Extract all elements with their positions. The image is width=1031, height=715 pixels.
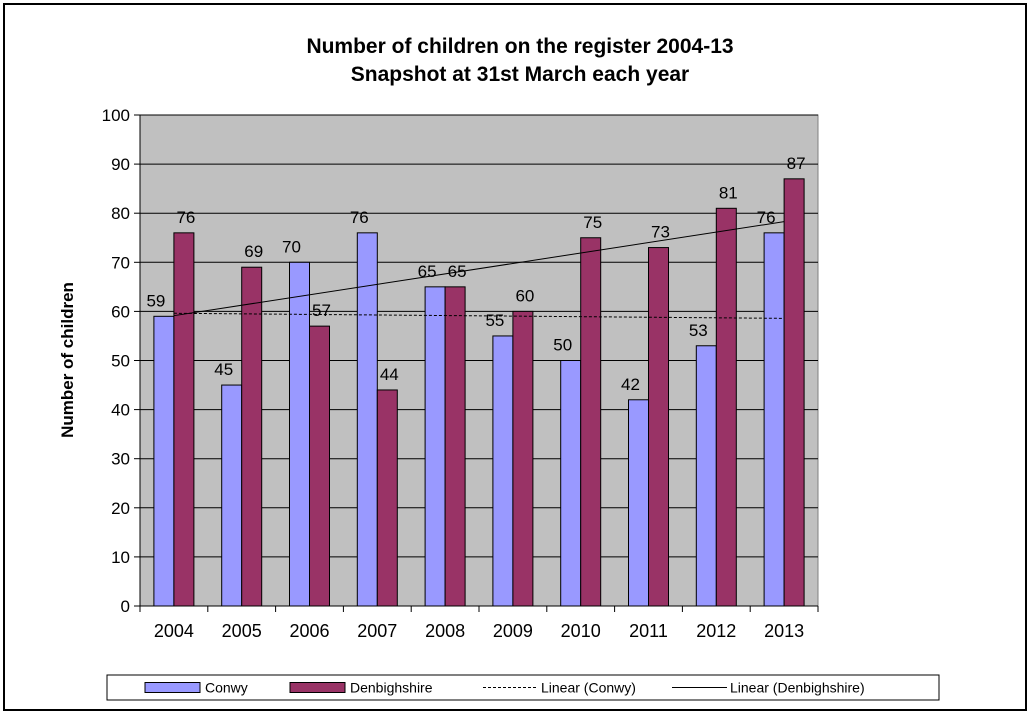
y-tick-label: 60 [111, 302, 130, 321]
data-label-denbighshire: 60 [515, 286, 534, 305]
x-tick-label: 2005 [222, 621, 262, 641]
data-label-denbighshire: 57 [312, 301, 331, 320]
data-label-denbighshire: 81 [719, 183, 738, 202]
y-tick-label: 100 [102, 106, 130, 125]
bar-conwy-2008 [424, 286, 446, 607]
data-label-denbighshire: 44 [380, 365, 399, 384]
bar-denbighshire-2006 [309, 325, 330, 607]
legend-label: Denbighshire [350, 680, 433, 696]
y-axis-label: Number of children [58, 282, 77, 438]
bar-conwy-2010 [560, 360, 582, 607]
bar-denbighshire-2009 [512, 310, 534, 607]
legend-swatch-conwy [144, 682, 201, 693]
x-tick-label: 2011 [629, 621, 668, 641]
legend-swatch-denbighshire [289, 682, 346, 693]
y-tick-label: 40 [111, 401, 130, 420]
chart-title: Number of children on the register 2004-… [306, 35, 733, 58]
data-label-conwy: 70 [282, 237, 301, 256]
data-label-denbighshire: 65 [448, 262, 467, 281]
data-label-conwy: 53 [689, 321, 708, 340]
bar-conwy-2011 [628, 399, 649, 607]
data-label-conwy: 45 [214, 360, 233, 379]
y-tick-label: 0 [121, 597, 130, 616]
y-tick-label: 30 [111, 450, 130, 469]
x-tick-label: 2008 [425, 621, 465, 641]
x-tick-label: 2010 [561, 621, 601, 641]
data-label-conwy: 55 [485, 311, 504, 330]
chart-subtitle: Snapshot at 31st March each year [351, 63, 689, 86]
bar-conwy-2009 [492, 335, 514, 607]
bar-conwy-2012 [695, 345, 717, 607]
bar-conwy-2005 [221, 384, 243, 607]
y-tick-label: 80 [111, 204, 130, 223]
data-label-conwy: 50 [553, 336, 572, 355]
x-tick-label: 2009 [493, 621, 533, 641]
x-tick-label: 2012 [696, 621, 736, 641]
data-label-denbighshire: 73 [651, 223, 670, 242]
y-tick-label: 50 [111, 352, 130, 371]
plot-area: 0 10 20 30 40 50 60 70 80 90 100 2004 2005 2006 2007 20… [102, 106, 819, 641]
bar-denbighshire-2005 [241, 266, 263, 607]
data-label-conwy: 76 [350, 208, 369, 227]
trendline-conwy [173, 312, 785, 319]
bar-denbighshire-2010 [580, 237, 602, 607]
y-tick-label: 10 [111, 548, 130, 567]
bar-denbighshire-2011 [648, 247, 669, 607]
legend-label: Linear (Conwy) [541, 680, 636, 696]
data-label-denbighshire: 76 [176, 208, 195, 227]
bar-denbighshire-2008 [444, 286, 466, 607]
data-label-conwy: 76 [757, 208, 776, 227]
bar-denbighshire-2013 [783, 178, 805, 607]
legend-label: Linear (Denbighshire) [730, 680, 865, 696]
bar-denbighshire-2004 [173, 232, 195, 607]
y-tick-label: 90 [111, 155, 130, 174]
bar-conwy-2007 [356, 232, 378, 607]
x-tick-label: 2013 [764, 621, 804, 641]
data-label-conwy: 42 [621, 375, 640, 394]
bar-denbighshire-2007 [376, 389, 398, 607]
x-tick-label: 2006 [289, 621, 329, 641]
legend-label: Conwy [205, 680, 248, 696]
data-label-conwy: 59 [146, 291, 165, 310]
legend: Conwy Denbighshire Linear (Conwy) Linear (D… [106, 674, 940, 701]
x-tick-label: 2004 [154, 621, 194, 641]
y-tick-label: 70 [111, 253, 130, 272]
trendline-denbighshire [173, 221, 785, 317]
data-label-denbighshire: 75 [583, 213, 602, 232]
data-label-denbighshire: 87 [787, 154, 806, 173]
x-tick-label: 2007 [357, 621, 397, 641]
bar-conwy-2004 [153, 315, 175, 607]
y-tick-label: 20 [111, 499, 130, 518]
bar-conwy-2013 [763, 232, 785, 607]
bar-denbighshire-2012 [715, 207, 737, 607]
data-label-denbighshire: 69 [244, 242, 263, 261]
